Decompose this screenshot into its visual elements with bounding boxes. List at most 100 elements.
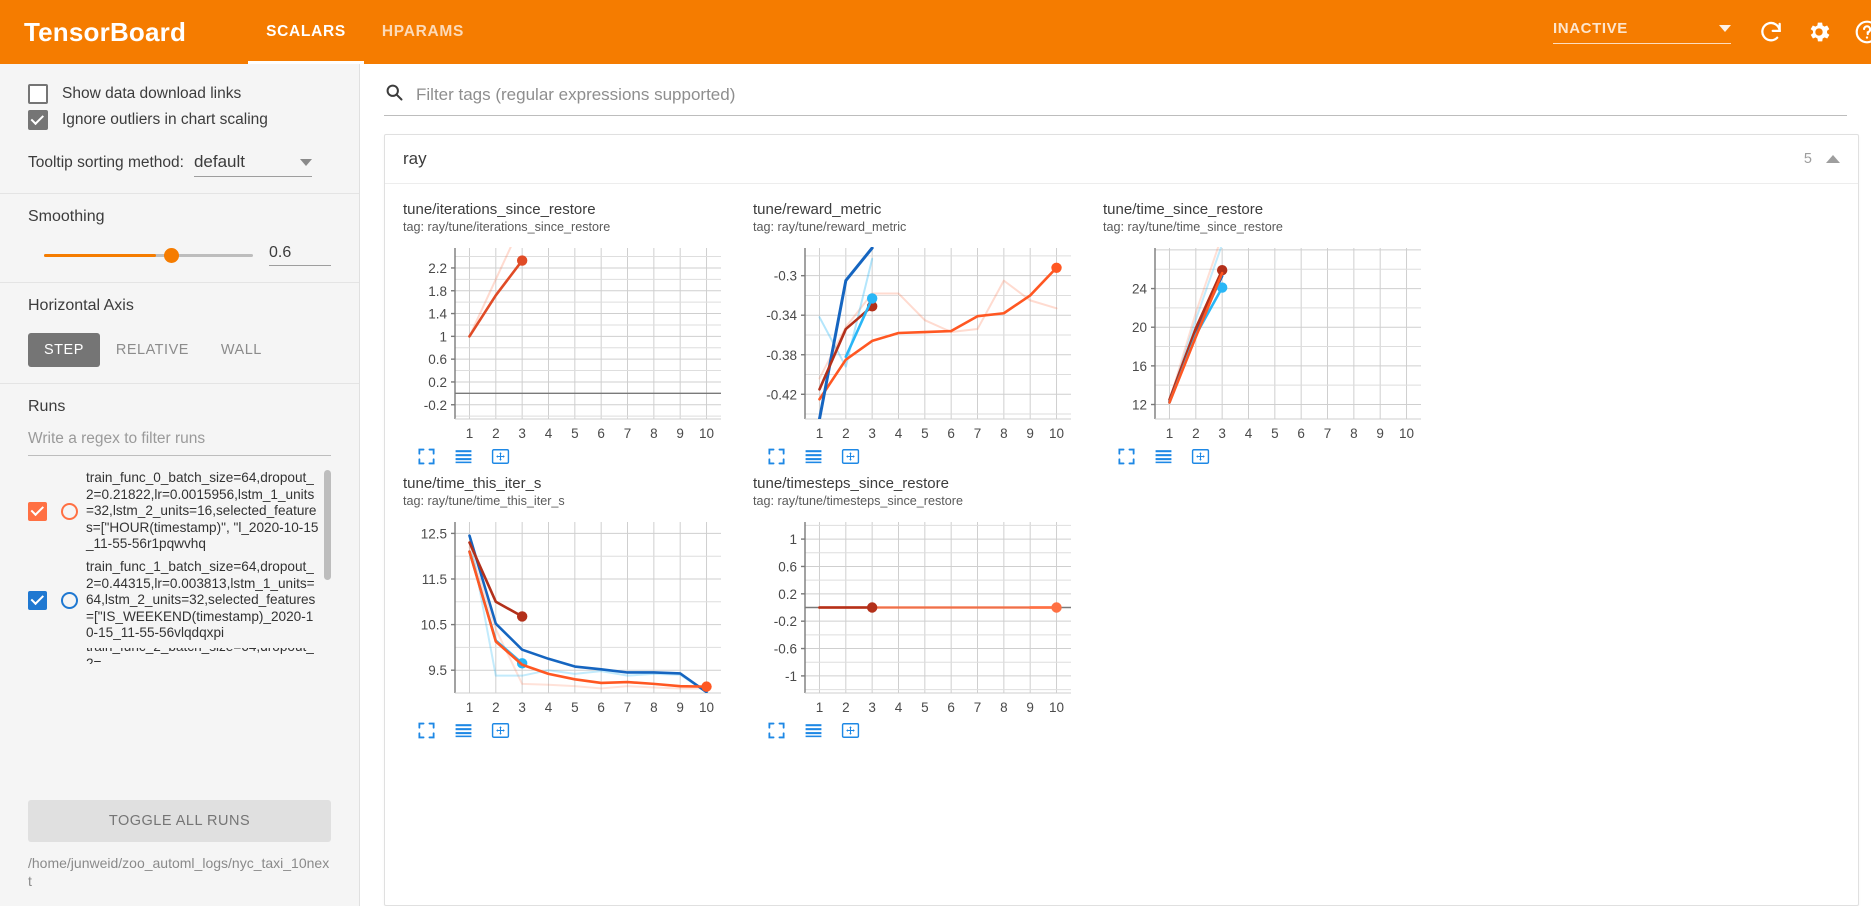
y-tick-label: 1 bbox=[439, 329, 447, 344]
ignore-outliers-row[interactable]: Ignore outliers in chart scaling bbox=[28, 110, 331, 130]
runs-scrollbar[interactable] bbox=[324, 470, 331, 580]
run-color-swatch[interactable] bbox=[61, 591, 78, 609]
show-download-links-row[interactable]: Show data download links bbox=[28, 84, 331, 104]
chart-plot[interactable]: -0.42 -0.38 -0.34 -0.3 1 2 3 4 5 6 7 8 9 10 bbox=[753, 240, 1083, 445]
search-icon bbox=[384, 82, 404, 107]
chart-toolbar bbox=[403, 719, 743, 740]
fit-domain-icon[interactable] bbox=[491, 721, 510, 740]
smoothing-section: Smoothing 0.6 bbox=[0, 194, 359, 283]
x-tick-label: 10 bbox=[1049, 700, 1064, 715]
data-series-icon[interactable] bbox=[1154, 447, 1173, 466]
runs-list[interactable]: train_func_0_batch_size=64,dropout_2=0.2… bbox=[28, 470, 331, 794]
chart-card: tune/time_this_iter_s tag: ray/tune/time_… bbox=[399, 468, 747, 740]
run-list-item[interactable]: train_func_0_batch_size=64,dropout_2=0.2… bbox=[28, 470, 319, 553]
tag-group-header[interactable]: ray 5 bbox=[385, 135, 1858, 184]
ignore-outliers-label: Ignore outliers in chart scaling bbox=[62, 111, 268, 128]
axis-option-relative[interactable]: RELATIVE bbox=[115, 342, 189, 358]
axis-option-step[interactable]: STEP bbox=[28, 333, 100, 367]
x-tick-label: 6 bbox=[597, 426, 605, 441]
x-tick-label: 4 bbox=[545, 426, 553, 441]
run-visibility-checkbox[interactable] bbox=[28, 501, 47, 521]
chart-card: tune/iterations_since_restore tag: ray/tu… bbox=[399, 194, 747, 466]
x-tick-label: 1 bbox=[466, 700, 474, 715]
chart-plot[interactable]: -1 -0.6 -0.2 0.2 0.6 1 1 2 3 4 5 6 7 8 9 10 bbox=[753, 514, 1083, 719]
series-line bbox=[844, 297, 874, 359]
fit-domain-icon[interactable] bbox=[491, 447, 510, 466]
y-tick-label: 9.5 bbox=[428, 663, 447, 678]
x-tick-label: 7 bbox=[624, 700, 632, 715]
series-endpoint-marker bbox=[866, 293, 878, 304]
expand-icon[interactable] bbox=[417, 447, 436, 466]
expand-icon[interactable] bbox=[1117, 447, 1136, 466]
data-series-icon[interactable] bbox=[454, 721, 473, 740]
tab-hparams[interactable]: HPARAMS bbox=[381, 23, 465, 40]
chart-plot[interactable]: -0.2 0.2 0.6 1 1.4 1.8 2.2 1 2 3 4 5 6 7 8 9 10 bbox=[403, 240, 733, 445]
axis-option-wall[interactable]: WALL bbox=[220, 342, 262, 358]
y-tick-label: 20 bbox=[1132, 320, 1147, 335]
chart-tag: tag: ray/tune/time_this_iter_s bbox=[403, 494, 565, 508]
run-color-swatch[interactable] bbox=[61, 502, 78, 520]
smoothing-slider[interactable] bbox=[28, 245, 253, 265]
show-download-links-checkbox[interactable] bbox=[28, 84, 48, 104]
x-tick-label: 2 bbox=[842, 700, 850, 715]
chart-tag: tag: ray/tune/reward_metric bbox=[753, 220, 907, 234]
x-tick-label: 10 bbox=[699, 426, 714, 441]
run-visibility-checkbox[interactable] bbox=[28, 590, 47, 610]
x-tick-label: 7 bbox=[974, 426, 982, 441]
chart-tag: tag: ray/tune/iterations_since_restore bbox=[403, 220, 611, 234]
series-line bbox=[817, 247, 874, 419]
header-actions: INACTIVE bbox=[1553, 0, 1871, 64]
ignore-outliers-checkbox[interactable] bbox=[28, 110, 48, 130]
x-tick-label: 1 bbox=[816, 426, 824, 441]
y-tick-label: 1.4 bbox=[428, 307, 447, 322]
x-tick-label: 10 bbox=[1049, 426, 1064, 441]
fit-domain-icon[interactable] bbox=[1191, 447, 1210, 466]
run-name: train_func_2_batch_size=64,dropout_2= bbox=[86, 648, 314, 664]
main-tabs: SCALARS HPARAMS bbox=[248, 0, 482, 64]
fit-domain-icon[interactable] bbox=[841, 447, 860, 466]
series-line bbox=[468, 546, 708, 690]
tooltip-sorting-select[interactable]: default bbox=[193, 152, 312, 177]
tag-filter-bar bbox=[360, 64, 1871, 116]
x-tick-label: 4 bbox=[895, 700, 903, 715]
chart-tag: tag: ray/tune/timesteps_since_restore bbox=[753, 494, 964, 508]
y-tick-label: 0.2 bbox=[428, 375, 447, 390]
run-state-selector[interactable]: INACTIVE bbox=[1553, 20, 1731, 44]
smoothing-label: Smoothing bbox=[28, 208, 105, 225]
help-button[interactable] bbox=[1845, 10, 1871, 54]
fit-domain-icon[interactable] bbox=[841, 721, 860, 740]
slider-knob[interactable] bbox=[164, 247, 179, 263]
chart-title: tune/iterations_since_restore bbox=[403, 201, 596, 218]
x-tick-label: 8 bbox=[1350, 426, 1358, 441]
y-tick-label: -0.2 bbox=[424, 398, 447, 413]
data-series-icon[interactable] bbox=[454, 447, 473, 466]
y-tick-label: -0.3 bbox=[774, 269, 797, 284]
runs-filter-input[interactable] bbox=[28, 426, 331, 456]
chart-card: tune/time_since_restore tag: ray/tune/tim… bbox=[1099, 194, 1447, 466]
tag-filter-input[interactable] bbox=[404, 83, 1847, 106]
run-list-item[interactable]: train_func_1_batch_size=64,dropout_2=0.4… bbox=[28, 559, 319, 642]
expand-icon[interactable] bbox=[767, 721, 786, 740]
charts-grid: tune/iterations_since_restore tag: ray/tu… bbox=[385, 184, 1858, 740]
x-tick-label: 6 bbox=[947, 700, 955, 715]
tab-scalars[interactable]: SCALARS bbox=[248, 0, 364, 64]
expand-icon[interactable] bbox=[767, 447, 786, 466]
y-tick-label: -0.38 bbox=[766, 348, 797, 363]
series-endpoint-marker bbox=[866, 602, 878, 613]
x-tick-label: 6 bbox=[597, 700, 605, 715]
x-tick-label: 5 bbox=[921, 700, 929, 715]
refresh-button[interactable] bbox=[1749, 10, 1793, 54]
chart-plot[interactable]: 9.5 10.5 11.5 12.5 1 2 3 4 5 6 7 8 9 10 bbox=[403, 514, 733, 719]
x-tick-label: 2 bbox=[492, 426, 500, 441]
x-tick-label: 1 bbox=[1166, 426, 1174, 441]
expand-icon[interactable] bbox=[417, 721, 436, 740]
smoothing-value[interactable]: 0.6 bbox=[269, 244, 331, 266]
toggle-all-runs-button[interactable]: TOGGLE ALL RUNS bbox=[28, 800, 331, 842]
chevron-up-icon[interactable] bbox=[1826, 155, 1840, 163]
run-list-item[interactable]: train_func_2_batch_size=64,dropout_2= bbox=[28, 648, 319, 664]
x-tick-label: 3 bbox=[868, 700, 876, 715]
settings-button[interactable] bbox=[1797, 10, 1841, 54]
data-series-icon[interactable] bbox=[804, 447, 823, 466]
data-series-icon[interactable] bbox=[804, 721, 823, 740]
